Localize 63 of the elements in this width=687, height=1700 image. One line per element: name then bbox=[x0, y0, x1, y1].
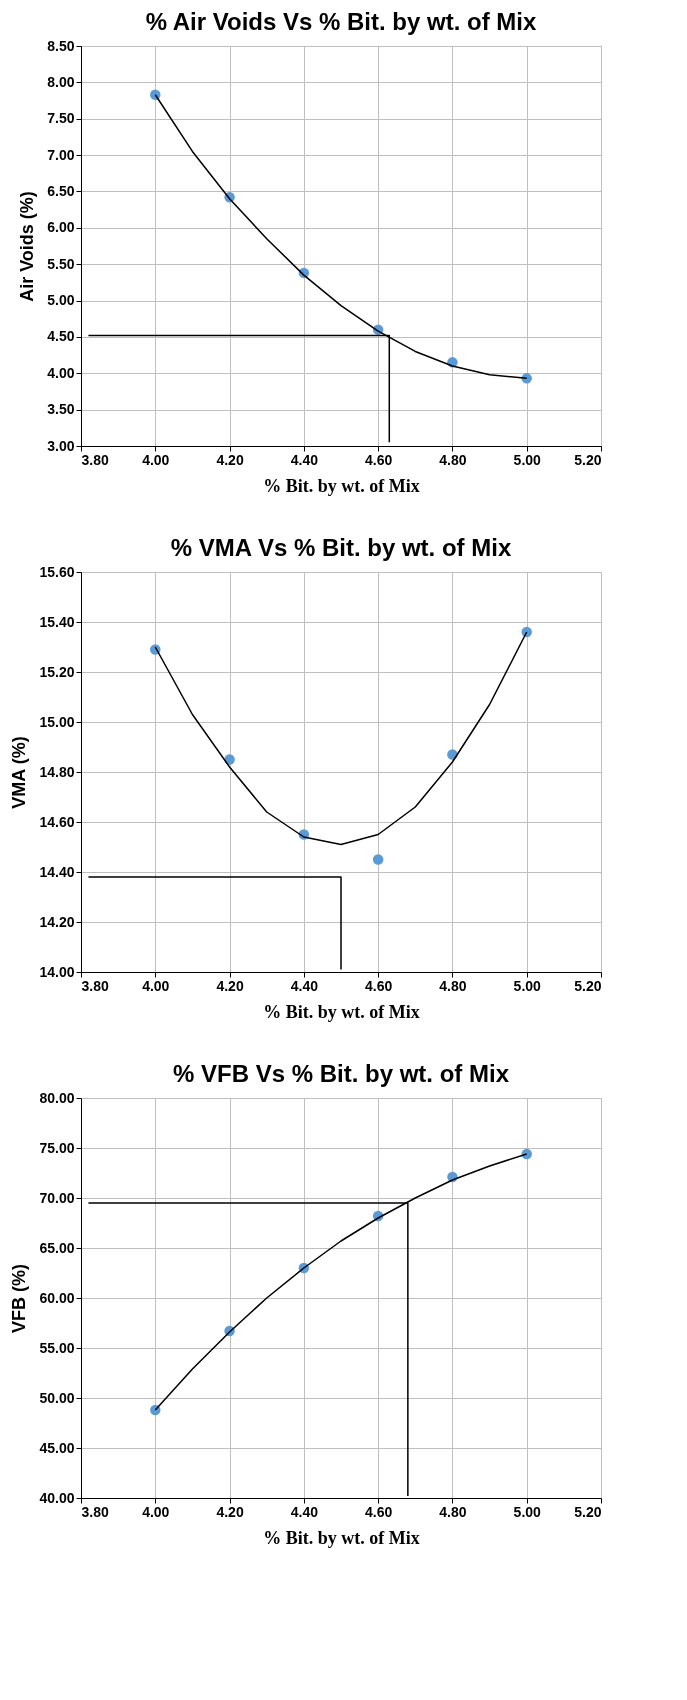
y-tick-label: 7.50 bbox=[47, 110, 75, 127]
x-tick-label: 5.00 bbox=[513, 1503, 542, 1520]
x-tick-label: 4.80 bbox=[439, 451, 467, 468]
y-tick-label: 14.40 bbox=[39, 863, 75, 880]
y-tick-label: 14.20 bbox=[39, 913, 75, 930]
x-tick-label: 5.20 bbox=[574, 1503, 602, 1520]
y-tick-label: 15.40 bbox=[39, 613, 75, 630]
y-tick-label: 3.00 bbox=[47, 437, 75, 454]
y-tick-label: 65.00 bbox=[39, 1239, 75, 1256]
y-tick-label: 15.00 bbox=[39, 713, 75, 730]
x-tick-label: 4.20 bbox=[216, 977, 244, 994]
x-tick-label: 5.00 bbox=[513, 451, 542, 468]
x-tick-label: 4.00 bbox=[142, 1503, 170, 1520]
y-tick-label: 3.50 bbox=[47, 401, 75, 418]
x-tick-label: 4.40 bbox=[290, 1503, 319, 1520]
x-tick-label: 5.20 bbox=[574, 451, 602, 468]
y-tick-label: 4.50 bbox=[47, 328, 75, 345]
y-tick-label: 14.80 bbox=[39, 763, 75, 780]
x-tick-label: 3.80 bbox=[81, 977, 109, 994]
x-axis-title: % Bit. by wt. of Mix bbox=[263, 1527, 420, 1548]
x-tick-label: 3.80 bbox=[81, 1503, 109, 1520]
y-tick-label: 80.00 bbox=[39, 1089, 75, 1106]
x-tick-label: 4.60 bbox=[365, 451, 393, 468]
y-tick-label: 55.00 bbox=[39, 1339, 75, 1356]
y-tick-label: 45.00 bbox=[39, 1439, 75, 1456]
x-axis-title: % Bit. by wt. of Mix bbox=[263, 475, 420, 496]
y-tick-label: 75.00 bbox=[39, 1139, 75, 1156]
x-tick-label: 4.00 bbox=[142, 977, 170, 994]
y-axis-title: VFB (%) bbox=[9, 1264, 30, 1333]
y-tick-label: 70.00 bbox=[39, 1189, 75, 1206]
y-tick-label: 4.00 bbox=[47, 364, 75, 381]
x-tick-label: 4.40 bbox=[290, 451, 319, 468]
x-tick-label: 4.00 bbox=[142, 451, 170, 468]
y-tick-label: 14.00 bbox=[39, 963, 75, 980]
y-tick-label: 6.50 bbox=[47, 182, 75, 199]
x-tick-label: 4.80 bbox=[439, 1503, 467, 1520]
y-tick-label: 8.00 bbox=[47, 73, 75, 90]
x-tick-label: 4.20 bbox=[216, 1503, 244, 1520]
y-tick-label: 50.00 bbox=[39, 1389, 75, 1406]
y-tick-label: 8.50 bbox=[47, 37, 75, 54]
y-tick-label: 60.00 bbox=[39, 1289, 75, 1306]
y-tick-label: 5.00 bbox=[47, 292, 75, 309]
x-tick-label: 4.80 bbox=[439, 977, 467, 994]
y-tick-label: 7.00 bbox=[47, 146, 75, 163]
chart-title: % VMA Vs % Bit. by wt. of Mix bbox=[170, 534, 512, 561]
x-tick-label: 4.60 bbox=[365, 1503, 393, 1520]
y-tick-label: 14.60 bbox=[39, 813, 75, 830]
x-tick-label: 3.80 bbox=[81, 451, 109, 468]
y-tick-label: 6.00 bbox=[47, 219, 75, 236]
y-tick-label: 40.00 bbox=[39, 1489, 75, 1506]
x-axis-title: % Bit. by wt. of Mix bbox=[263, 1001, 420, 1022]
x-tick-label: 5.00 bbox=[513, 977, 542, 994]
x-tick-label: 4.40 bbox=[290, 977, 319, 994]
chart-title: % VFB Vs % Bit. by wt. of Mix bbox=[172, 1060, 510, 1087]
x-tick-label: 4.20 bbox=[216, 451, 244, 468]
y-tick-label: 15.60 bbox=[39, 563, 75, 580]
y-axis-title: VMA (%) bbox=[9, 736, 30, 809]
y-tick-label: 5.50 bbox=[47, 255, 75, 272]
y-tick-label: 15.20 bbox=[39, 663, 75, 680]
x-tick-label: 5.20 bbox=[574, 977, 602, 994]
x-tick-label: 4.60 bbox=[365, 977, 393, 994]
y-axis-title: Air Voids (%) bbox=[17, 191, 38, 302]
chart-title: % Air Voids Vs % Bit. by wt. of Mix bbox=[145, 8, 538, 35]
